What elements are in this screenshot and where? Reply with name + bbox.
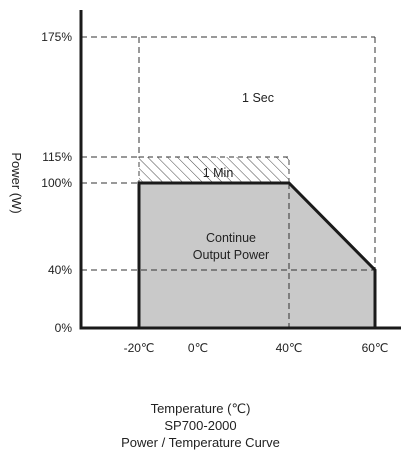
y-tick-label: 0%	[55, 321, 73, 335]
chart-model: SP700-2000	[164, 418, 237, 433]
continue-label: Continue	[206, 231, 256, 245]
continue-output-area	[139, 183, 375, 328]
chart-title: Power / Temperature Curve	[121, 435, 280, 450]
x-tick-label: -20℃	[124, 341, 155, 355]
x-tick-label: 0℃	[188, 341, 208, 355]
one-min-region	[138, 156, 290, 184]
x-axis-label: Temperature (℃)	[150, 401, 251, 416]
y-axis-label: Power (W)	[9, 152, 24, 213]
x-tick-label: 60℃	[362, 341, 389, 355]
output-power-label: Output Power	[193, 248, 269, 262]
y-tick-label: 115%	[42, 150, 72, 164]
y-tick-label: 175%	[41, 30, 72, 44]
x-tick-label: 40℃	[276, 341, 303, 355]
one-min-label: 1 Min	[203, 166, 234, 180]
one-sec-label: 1 Sec	[242, 91, 274, 105]
y-tick-label: 40%	[48, 263, 72, 277]
power-curve-line	[137, 181, 377, 328]
y-tick-label: 100%	[41, 176, 72, 190]
